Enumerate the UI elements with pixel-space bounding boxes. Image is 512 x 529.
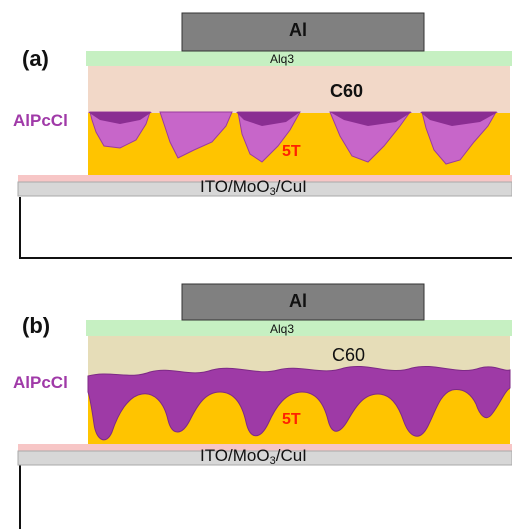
panel-label-a: (a) xyxy=(22,46,49,71)
al-label: Al xyxy=(289,20,307,40)
alq3-layer xyxy=(86,320,512,336)
al-label: Al xyxy=(289,291,307,311)
al-electrode xyxy=(181,12,425,52)
alpccl-film xyxy=(87,366,511,441)
cui-layer xyxy=(18,175,512,182)
alpccl-label: AlPcCl xyxy=(13,111,68,130)
five-t-label: 5T xyxy=(282,143,301,160)
alq3-label: Alq3 xyxy=(270,52,295,66)
ito-layer xyxy=(17,181,512,197)
cui-layer xyxy=(18,444,512,451)
al-electrode xyxy=(181,283,425,321)
device-stack-b xyxy=(17,283,512,529)
alpccl-label: AlPcCl xyxy=(13,373,68,392)
alpccl-dark-tops xyxy=(88,112,498,126)
alq3-layer xyxy=(86,51,512,66)
substrate-label: ITO/MoO3/CuI xyxy=(200,177,307,198)
five-t-label: 5T xyxy=(282,411,301,428)
ito-layer xyxy=(17,450,512,466)
substrate-label: ITO/MoO3/CuI xyxy=(200,446,307,467)
c60-layer xyxy=(88,66,510,113)
panel-b: (b) Al Alq3 C60 AlPcCl 5T ITO/MoO3/CuI xyxy=(0,264,512,529)
panel-a: (a) Al Alq3 C60 AlPcCl 5T ITO/MoO3/CuI xyxy=(0,0,512,264)
device-stack-a xyxy=(17,12,512,259)
c60-label: C60 xyxy=(332,345,366,365)
panel-label-b: (b) xyxy=(22,313,51,338)
c60-label: C60 xyxy=(330,81,364,101)
substrate-frame xyxy=(19,197,512,259)
alpccl-domains xyxy=(89,111,497,165)
alq3-label: Alq3 xyxy=(270,322,295,336)
